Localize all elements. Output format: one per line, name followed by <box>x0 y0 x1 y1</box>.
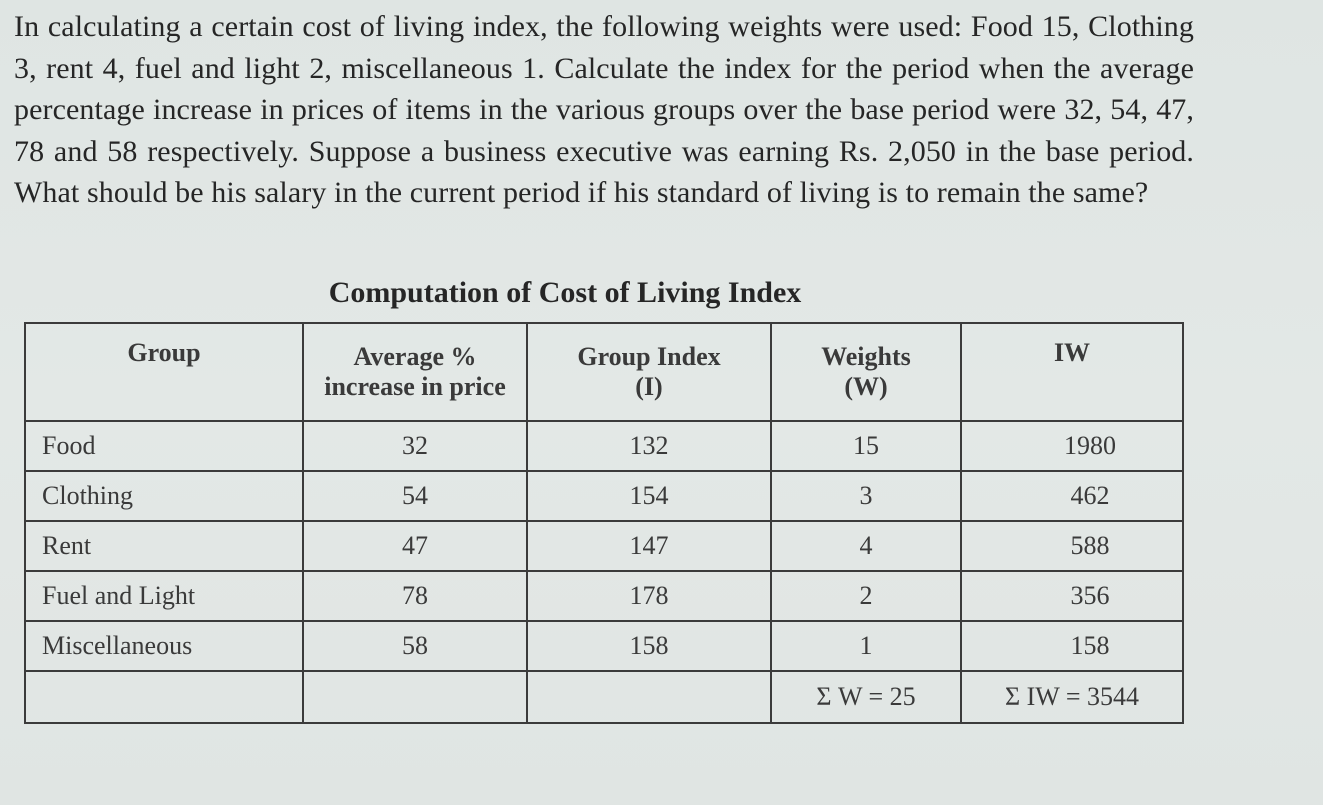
cell-weight: 1 <box>770 620 962 672</box>
cost-of-living-table: Group Average % increase in price Group … <box>24 322 1184 724</box>
header-group-index-line2: (I) <box>635 372 663 401</box>
header-group-index-line1: Group Index <box>577 342 721 371</box>
cell-iw: 462 <box>960 470 1184 522</box>
header-group: Group <box>24 322 304 422</box>
table-total-row: Σ W = 25 Σ IW = 3544 <box>24 670 1184 724</box>
cell-iw: 356 <box>960 570 1184 622</box>
header-weights-line1: Weights <box>821 342 911 371</box>
header-average-increase-line1: Average % <box>353 342 477 371</box>
cell-group: Fuel and Light <box>24 570 304 622</box>
header-weights: Weights (W) <box>770 322 962 422</box>
cell-weight: 4 <box>770 520 962 572</box>
cell-group: Food <box>24 420 304 472</box>
cell-group: Clothing <box>24 470 304 522</box>
table-row: Food 32 132 15 1980 <box>24 420 1184 472</box>
cell-index: 158 <box>526 620 772 672</box>
cell-iw: 158 <box>960 620 1184 672</box>
total-iw: Σ IW = 3544 <box>960 670 1184 724</box>
table-title: Computation of Cost of Living Index <box>328 276 802 309</box>
cell-iw: 1980 <box>960 420 1184 472</box>
cell-increase: 47 <box>302 520 528 572</box>
cell-increase: 32 <box>302 420 528 472</box>
cell-index: 132 <box>526 420 772 472</box>
cell-increase: 58 <box>302 620 528 672</box>
header-weights-line2: (W) <box>844 372 888 401</box>
cell-weight: 2 <box>770 570 962 622</box>
cell-index: 178 <box>526 570 772 622</box>
total-weights: Σ W = 25 <box>770 670 962 724</box>
header-group-index: Group Index (I) <box>526 322 772 422</box>
table-row: Rent 47 147 4 588 <box>24 520 1184 572</box>
table-row: Clothing 54 154 3 462 <box>24 470 1184 522</box>
cell-empty <box>526 670 772 724</box>
cell-increase: 54 <box>302 470 528 522</box>
question-text: In calculating a certain cost of living … <box>14 10 1194 209</box>
cell-increase: 78 <box>302 570 528 622</box>
table-row: Fuel and Light 78 178 2 356 <box>24 570 1184 622</box>
table-header-row: Group Average % increase in price Group … <box>24 322 1184 422</box>
table-row: Miscellaneous 58 158 1 158 <box>24 620 1184 672</box>
cell-index: 147 <box>526 520 772 572</box>
cell-group: Rent <box>24 520 304 572</box>
cell-iw: 588 <box>960 520 1184 572</box>
header-average-increase-line2: increase in price <box>324 372 506 401</box>
cell-empty <box>302 670 528 724</box>
cell-empty <box>24 670 304 724</box>
cell-weight: 15 <box>770 420 962 472</box>
header-iw: IW <box>960 322 1184 422</box>
cell-index: 154 <box>526 470 772 522</box>
cell-weight: 3 <box>770 470 962 522</box>
header-average-increase: Average % increase in price <box>302 322 528 422</box>
cell-group: Miscellaneous <box>24 620 304 672</box>
